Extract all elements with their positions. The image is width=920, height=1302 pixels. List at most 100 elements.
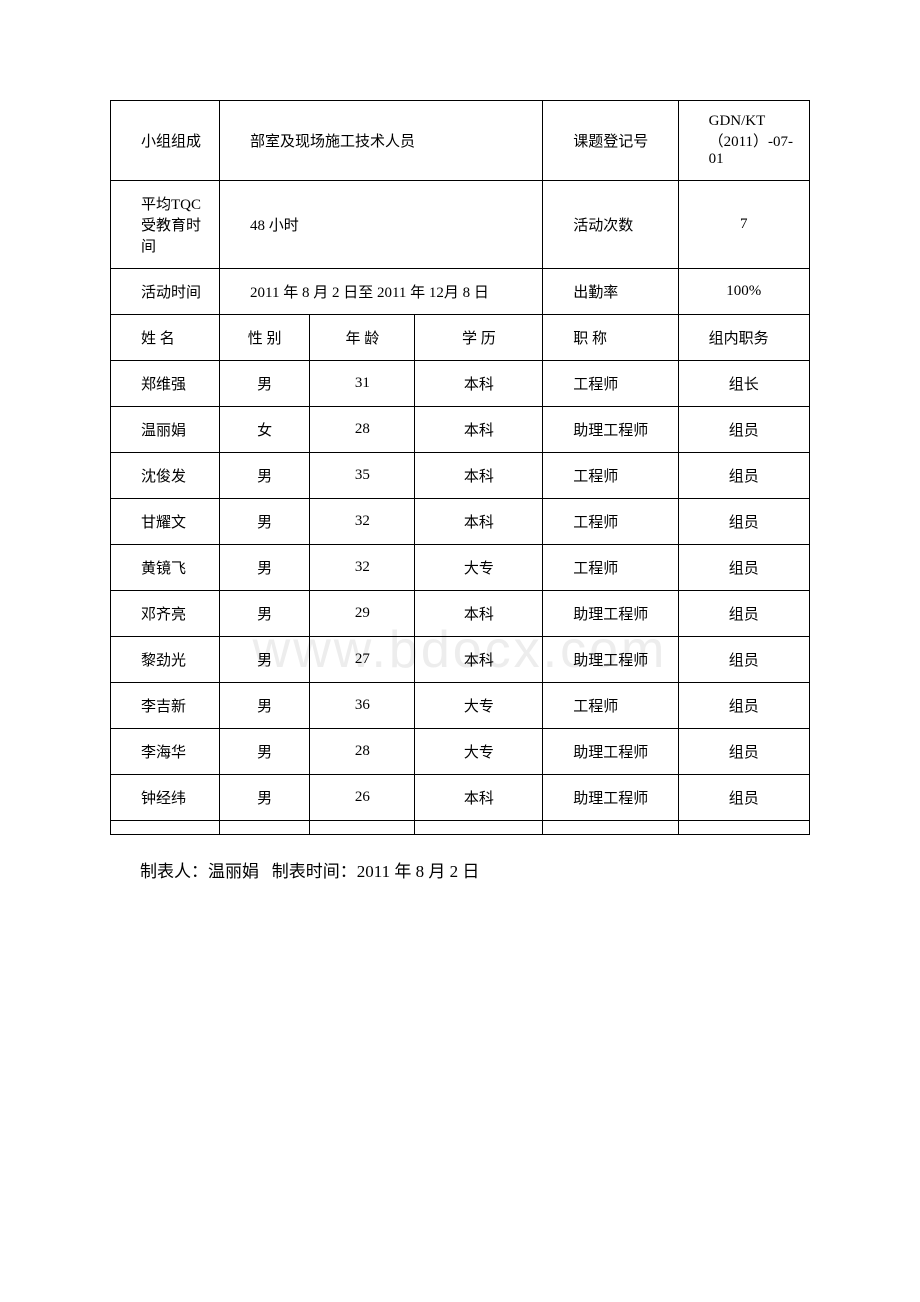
member-gender: 女	[220, 407, 310, 453]
value-group-composition: 部室及现场施工技术人员	[220, 101, 543, 181]
member-age: 26	[310, 775, 415, 821]
member-gender: 男	[220, 683, 310, 729]
member-role: 组员	[678, 729, 809, 775]
member-age: 32	[310, 545, 415, 591]
member-role: 组员	[678, 775, 809, 821]
member-age: 32	[310, 499, 415, 545]
member-gender: 男	[220, 545, 310, 591]
header-title: 职 称	[543, 315, 678, 361]
member-title: 助理工程师	[543, 637, 678, 683]
label-group-composition: 小组组成	[111, 101, 220, 181]
empty-cell	[310, 821, 415, 835]
member-gender: 男	[220, 499, 310, 545]
value-activity-count: 7	[678, 181, 809, 269]
member-education: 大专	[415, 683, 543, 729]
member-role: 组员	[678, 453, 809, 499]
member-name: 温丽娟	[111, 407, 220, 453]
member-role: 组员	[678, 407, 809, 453]
member-name: 黎劲光	[111, 637, 220, 683]
member-title: 工程师	[543, 361, 678, 407]
compiler-name: 温丽娟	[208, 862, 259, 881]
member-title: 工程师	[543, 545, 678, 591]
label-activity-time: 活动时间	[111, 269, 220, 315]
footer-note: 制表人：温丽娟 制表时间：2011 年 8 月 2 日	[110, 857, 810, 882]
member-row: 黎劲光 男 27 本科 助理工程师 组员	[111, 637, 810, 683]
member-role: 组长	[678, 361, 809, 407]
time-value: 2011 年 8 月 2 日	[357, 862, 480, 881]
member-row: 邓齐亮 男 29 本科 助理工程师 组员	[111, 591, 810, 637]
member-row: 李吉新 男 36 大专 工程师 组员	[111, 683, 810, 729]
member-gender: 男	[220, 591, 310, 637]
member-gender: 男	[220, 453, 310, 499]
member-education: 本科	[415, 453, 543, 499]
member-age: 36	[310, 683, 415, 729]
member-name: 郑维强	[111, 361, 220, 407]
empty-cell	[415, 821, 543, 835]
member-name: 邓齐亮	[111, 591, 220, 637]
member-row: 甘耀文 男 32 本科 工程师 组员	[111, 499, 810, 545]
header-row: 姓 名 性 别 年 龄 学 历 职 称 组内职务	[111, 315, 810, 361]
empty-cell	[111, 821, 220, 835]
member-row: 郑维强 男 31 本科 工程师 组长	[111, 361, 810, 407]
label-activity-count: 活动次数	[543, 181, 678, 269]
member-age: 27	[310, 637, 415, 683]
member-education: 大专	[415, 545, 543, 591]
member-row: 李海华 男 28 大专 助理工程师 组员	[111, 729, 810, 775]
member-age: 28	[310, 729, 415, 775]
member-title: 助理工程师	[543, 775, 678, 821]
member-age: 28	[310, 407, 415, 453]
member-name: 甘耀文	[111, 499, 220, 545]
member-education: 大专	[415, 729, 543, 775]
member-role: 组员	[678, 545, 809, 591]
empty-cell	[220, 821, 310, 835]
member-gender: 男	[220, 775, 310, 821]
empty-row	[111, 821, 810, 835]
header-gender: 性 别	[220, 315, 310, 361]
member-title: 工程师	[543, 683, 678, 729]
member-name: 沈俊发	[111, 453, 220, 499]
header-age: 年 龄	[310, 315, 415, 361]
member-title: 工程师	[543, 499, 678, 545]
header-education: 学 历	[415, 315, 543, 361]
header-role: 组内职务	[678, 315, 809, 361]
member-gender: 男	[220, 361, 310, 407]
member-age: 29	[310, 591, 415, 637]
empty-cell	[678, 821, 809, 835]
member-education: 本科	[415, 637, 543, 683]
tqc-line1: 平均TQC	[141, 193, 211, 214]
value-activity-time: 2011 年 8 月 2 日至 2011 年 12月 8 日	[220, 269, 543, 315]
member-education: 本科	[415, 499, 543, 545]
header-name: 姓 名	[111, 315, 220, 361]
member-row: 沈俊发 男 35 本科 工程师 组员	[111, 453, 810, 499]
member-title: 助理工程师	[543, 407, 678, 453]
empty-cell	[543, 821, 678, 835]
main-table: 小组组成 部室及现场施工技术人员 课题登记号 GDN/KT（2011）-07-0…	[110, 100, 810, 835]
member-title: 助理工程师	[543, 729, 678, 775]
member-role: 组员	[678, 683, 809, 729]
member-name: 钟经纬	[111, 775, 220, 821]
member-education: 本科	[415, 591, 543, 637]
member-name: 黄镜飞	[111, 545, 220, 591]
member-age: 31	[310, 361, 415, 407]
member-row: 黄镜飞 男 32 大专 工程师 组员	[111, 545, 810, 591]
member-education: 本科	[415, 361, 543, 407]
member-name: 李吉新	[111, 683, 220, 729]
member-title: 助理工程师	[543, 591, 678, 637]
compiler-label: 制表人：	[140, 862, 208, 881]
label-topic-number: 课题登记号	[543, 101, 678, 181]
info-row-1: 小组组成 部室及现场施工技术人员 课题登记号 GDN/KT（2011）-07-0…	[111, 101, 810, 181]
member-education: 本科	[415, 407, 543, 453]
time-label: 制表时间：	[272, 862, 357, 881]
member-age: 35	[310, 453, 415, 499]
value-tqc-time: 48 小时	[220, 181, 543, 269]
label-attendance: 出勤率	[543, 269, 678, 315]
label-tqc-time: 平均TQC 受教育时间	[111, 181, 220, 269]
value-attendance: 100%	[678, 269, 809, 315]
member-gender: 男	[220, 729, 310, 775]
info-row-2: 平均TQC 受教育时间 48 小时 活动次数 7	[111, 181, 810, 269]
member-name: 李海华	[111, 729, 220, 775]
info-row-3: 活动时间 2011 年 8 月 2 日至 2011 年 12月 8 日 出勤率 …	[111, 269, 810, 315]
member-role: 组员	[678, 637, 809, 683]
member-row: 温丽娟 女 28 本科 助理工程师 组员	[111, 407, 810, 453]
member-role: 组员	[678, 499, 809, 545]
